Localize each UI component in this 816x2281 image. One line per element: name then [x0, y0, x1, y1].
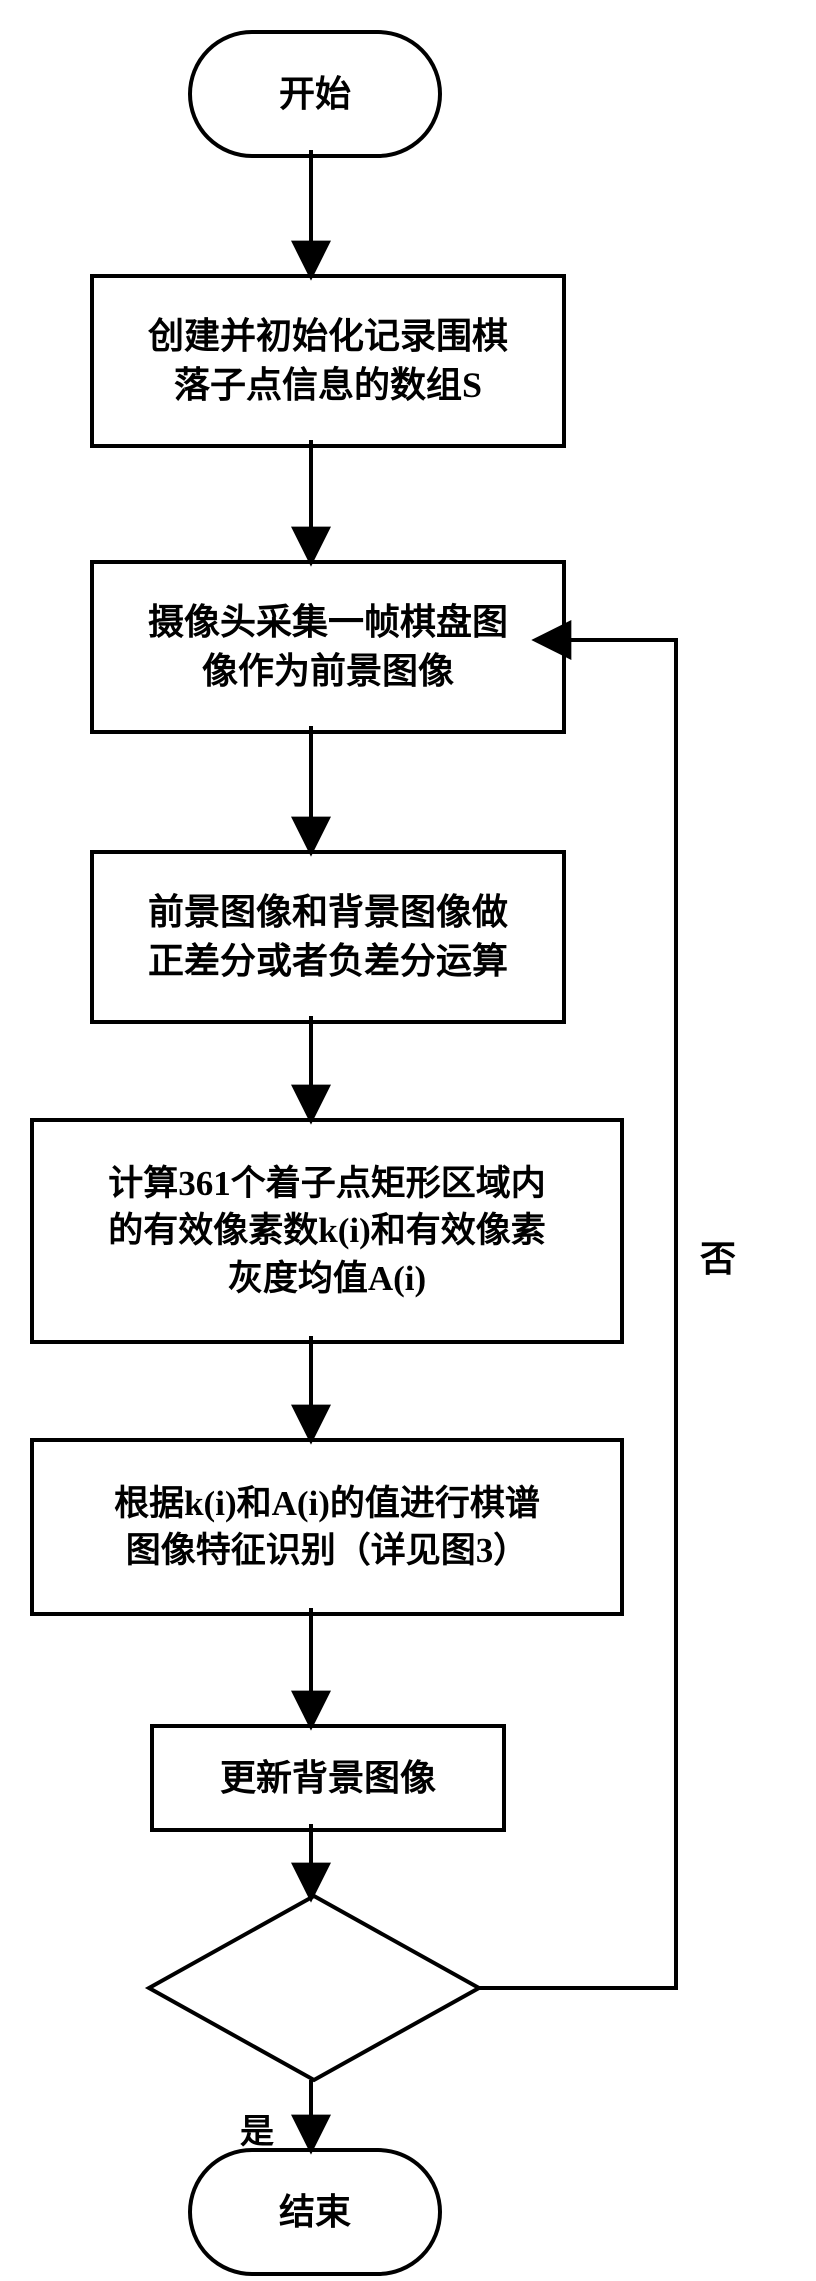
flow-decision-label: 比赛结束 — [246, 1965, 382, 2011]
flow-decision: 比赛结束 — [149, 1896, 479, 2080]
flow-node-diff-label: 前景图像和背景图像做 正差分或者负差分运算 — [148, 888, 508, 985]
flow-start-label: 开始 — [279, 70, 351, 119]
flow-node-compute-ki-ai-label: 计算361个着子点矩形区域内 的有效像素数k(i)和有效像素 灰度均值A(i) — [108, 1160, 546, 1302]
flow-node-diff: 前景图像和背景图像做 正差分或者负差分运算 — [90, 850, 566, 1024]
flow-node-recognize: 根据k(i)和A(i)的值进行棋谱 图像特征识别（详见图3） — [30, 1438, 624, 1616]
flow-end-label: 结束 — [279, 2188, 351, 2237]
flow-node-update-bg: 更新背景图像 — [150, 1724, 506, 1832]
edge-label-yes: 是 — [240, 2104, 274, 2153]
edge-label-no: 否 — [700, 1230, 736, 1282]
flow-node-capture-frame-label: 摄像头采集一帧棋盘图 像作为前景图像 — [148, 598, 508, 695]
flow-node-compute-ki-ai: 计算361个着子点矩形区域内 的有效像素数k(i)和有效像素 灰度均值A(i) — [30, 1118, 624, 1344]
flow-node-capture-frame: 摄像头采集一帧棋盘图 像作为前景图像 — [90, 560, 566, 734]
flow-node-recognize-label: 根据k(i)和A(i)的值进行棋谱 图像特征识别（详见图3） — [114, 1480, 540, 1575]
flow-start: 开始 — [188, 30, 442, 158]
flow-node-init-array: 创建并初始化记录围棋 落子点信息的数组S — [90, 274, 566, 448]
flow-node-update-bg-label: 更新背景图像 — [220, 1754, 436, 1803]
flow-end: 结束 — [188, 2148, 442, 2276]
flow-node-init-array-label: 创建并初始化记录围棋 落子点信息的数组S — [148, 312, 508, 409]
